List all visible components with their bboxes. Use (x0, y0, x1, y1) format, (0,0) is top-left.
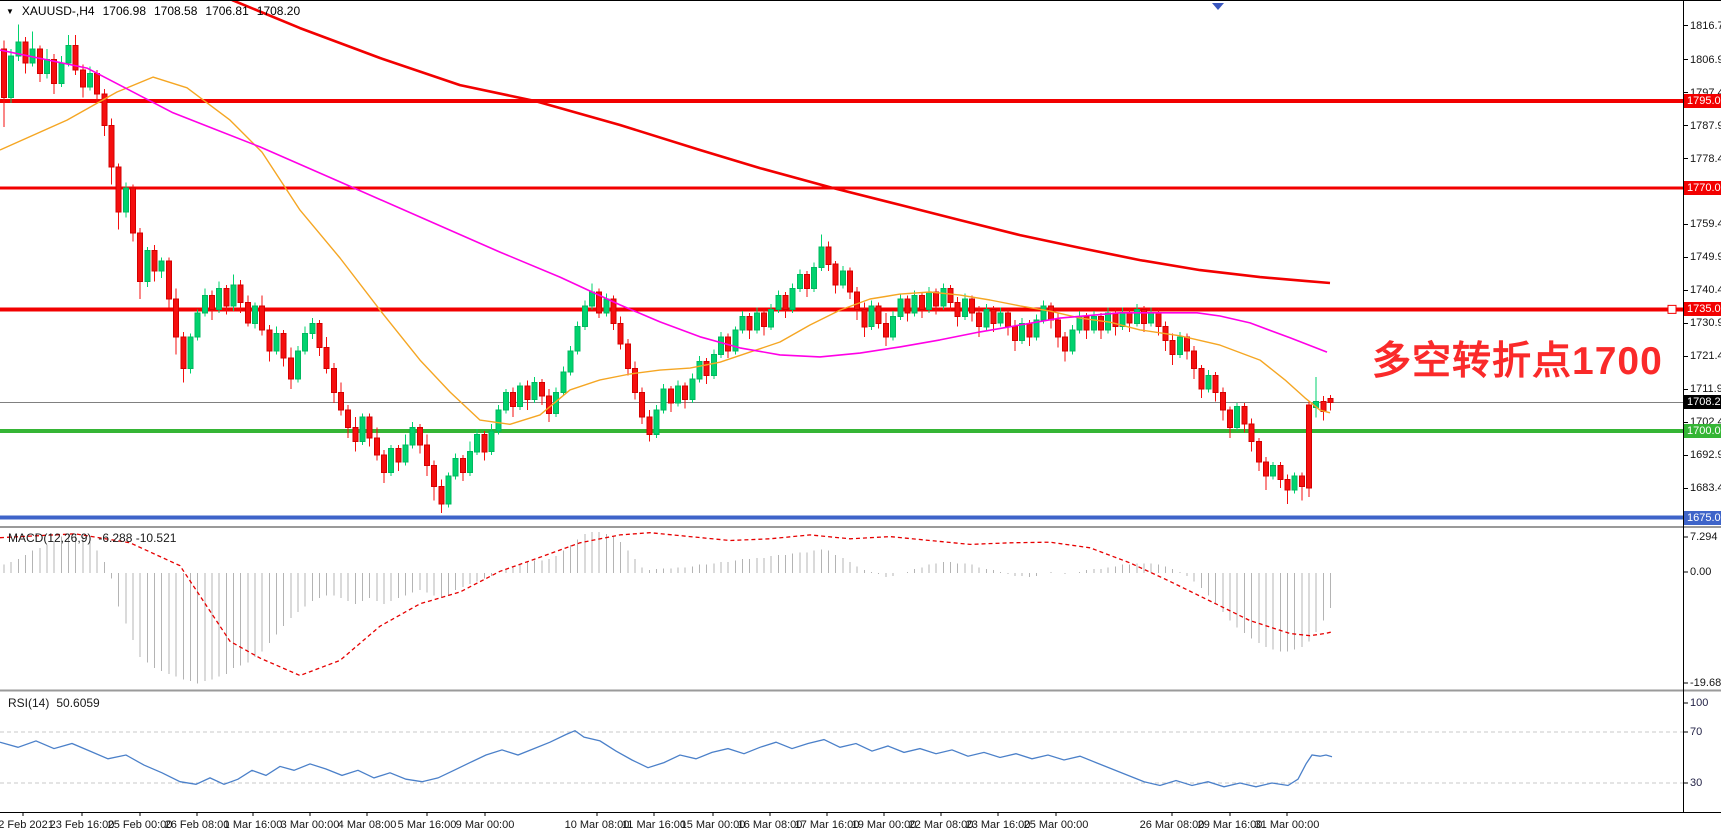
time-axis-label[interactable]: 22 Mar 08:00 (908, 819, 974, 831)
macd-pane-label: MACD(12,26,9) -6.288 -10.521 (8, 531, 176, 545)
rsi-indicator-name: RSI(14) (8, 696, 50, 710)
price-badge: 1770.00 (1684, 180, 1721, 195)
ma-slow-red-line (231, 0, 1331, 285)
price-tick-label: 1759.45 (1690, 218, 1721, 231)
price-tick-label: 1806.95 (1690, 53, 1721, 66)
time-axis-label[interactable]: 19 Mar 00:00 (851, 819, 917, 831)
rsi-tick-label: 70 (1690, 726, 1703, 738)
ohlc-high-value: 1708.58 (154, 4, 198, 18)
macd-signal-line (0, 532, 1333, 677)
time-axis-label[interactable]: 10 Mar 08:00 (564, 819, 630, 831)
price-tick-label: 1816.70 (1690, 19, 1721, 32)
time-axis-label[interactable]: 22 Feb 2021 (0, 819, 54, 831)
time-axis-label[interactable]: 31 Mar 00:00 (1254, 819, 1320, 831)
price-tick-label: 1787.95 (1690, 119, 1721, 132)
price-badge: 1795.00 (1684, 94, 1721, 109)
rsi-tick-label: 100 (1690, 697, 1709, 709)
time-axis-label[interactable]: 5 Mar 16:00 (397, 819, 457, 831)
ohlc-close-value: 1708.20 (256, 4, 301, 18)
price-tick-label: 1721.45 (1690, 350, 1721, 363)
macd-tick-label: 0.00 (1690, 566, 1712, 578)
macd-indicator-name: MACD(12,26,9) (8, 531, 92, 545)
chart-title: ▼ XAUUSD-,H4 1706.98 1708.58 1706.81 170… (6, 4, 300, 18)
price-badge: 1708.20 (1684, 395, 1721, 410)
time-axis-label[interactable]: 3 Mar 00:00 (280, 819, 340, 831)
hline-handle[interactable] (1667, 304, 1677, 314)
time-axis-label[interactable]: 1 Mar 16:00 (223, 819, 283, 831)
price-tick-label: 1749.95 (1690, 251, 1721, 264)
ohlc-open-value: 1706.98 (102, 4, 146, 18)
ma-mid-magenta-line (0, 49, 1328, 358)
chart-shift-icon[interactable] (1212, 3, 1224, 10)
annotation-text[interactable]: 多空转折点1700 (1372, 340, 1663, 383)
price-tick-label: 1692.95 (1690, 449, 1721, 462)
time-axis-label[interactable]: 25 Mar 00:00 (1023, 819, 1089, 831)
time-axis-label[interactable]: 4 Mar 08:00 (337, 819, 397, 831)
symbol-timeframe-label: XAUUSD-,H4 (21, 4, 95, 18)
time-axis-label[interactable]: 16 Mar 08:00 (737, 819, 803, 831)
price-badge: 1700.00 (1684, 423, 1721, 438)
price-tick-label: 1778.45 (1690, 152, 1721, 165)
macd-indicator-values: -6.288 -10.521 (98, 531, 177, 545)
rsi-tick-label: 30 (1690, 777, 1703, 789)
ma-fast-orange-line (0, 76, 1331, 425)
ohlc-low-value: 1706.81 (205, 4, 249, 18)
time-axis-label[interactable]: 9 Mar 00:00 (455, 819, 515, 831)
macd-tick-label: 7.294 (1690, 531, 1718, 543)
rsi-line (0, 729, 1333, 788)
price-tick-label: 1683.45 (1690, 482, 1721, 495)
time-axis-label[interactable]: 23 Mar 16:00 (965, 819, 1031, 831)
time-axis-label[interactable]: 11 Mar 16:00 (621, 819, 687, 831)
symbol-dropdown-icon[interactable]: ▼ (6, 6, 14, 16)
time-axis-label[interactable]: 25 Feb 00:00 (107, 819, 173, 831)
time-axis-label[interactable]: 15 Mar 00:00 (680, 819, 746, 831)
price-tick-label: 1711.95 (1690, 383, 1721, 396)
time-axis-label[interactable]: 17 Mar 16:00 (794, 819, 860, 831)
price-tick-label: 1730.95 (1690, 317, 1721, 330)
rsi-pane-label: RSI(14) 50.6059 (8, 696, 100, 710)
time-axis-label[interactable]: 29 Mar 16:00 (1197, 819, 1263, 831)
price-tick-label: 1740.45 (1690, 284, 1721, 297)
price-badge: 1675.00 (1684, 510, 1721, 525)
time-axis-label[interactable]: 23 Feb 16:00 (49, 819, 115, 831)
rsi-indicator-value: 50.6059 (56, 696, 100, 710)
price-badge: 1735.00 (1684, 302, 1721, 317)
time-axis-label[interactable]: 26 Mar 08:00 (1139, 819, 1205, 831)
time-axis-label[interactable]: 26 Feb 08:00 (164, 819, 230, 831)
macd-histogram (3, 532, 1331, 684)
macd-tick-label: -19.689 (1690, 677, 1721, 689)
